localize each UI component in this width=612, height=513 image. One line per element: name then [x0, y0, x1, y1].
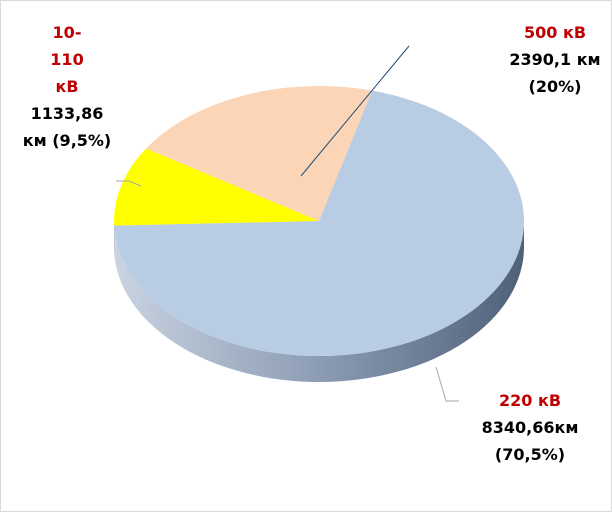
- category-label: 220 кВ: [479, 387, 581, 414]
- value-label: 1133,86 км (9,5%): [22, 100, 112, 154]
- category-label: 10-110 кВ: [37, 19, 97, 100]
- category-label: 500 кВ: [499, 19, 611, 46]
- leader-line: [436, 367, 459, 401]
- slice-label: 220 кВ 8340,66км (70,5%): [479, 387, 581, 468]
- value-label: 2390,1 км (20%): [505, 46, 605, 100]
- pie: [114, 86, 524, 382]
- value-label: 8340,66км (70,5%): [482, 418, 579, 464]
